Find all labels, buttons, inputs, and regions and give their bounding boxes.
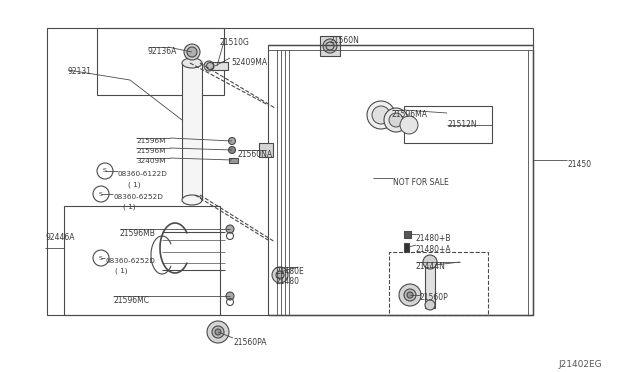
Text: 21596M: 21596M bbox=[136, 148, 165, 154]
Circle shape bbox=[226, 225, 234, 233]
Text: S: S bbox=[99, 192, 103, 196]
Text: 21510G: 21510G bbox=[220, 38, 250, 47]
Circle shape bbox=[97, 163, 113, 179]
Circle shape bbox=[404, 289, 416, 301]
Text: 92131: 92131 bbox=[68, 67, 92, 76]
Text: ( 1): ( 1) bbox=[123, 204, 136, 211]
Circle shape bbox=[228, 138, 236, 144]
Circle shape bbox=[272, 267, 288, 283]
Circle shape bbox=[407, 292, 413, 298]
Bar bbox=[47, 28, 533, 315]
Text: 21480E: 21480E bbox=[275, 267, 304, 276]
Text: 21560N: 21560N bbox=[330, 36, 360, 45]
Circle shape bbox=[372, 106, 390, 124]
Text: 92446A: 92446A bbox=[45, 233, 74, 242]
Bar bbox=[425, 258, 435, 308]
Text: 21560PA: 21560PA bbox=[233, 338, 266, 347]
Circle shape bbox=[187, 47, 197, 57]
Bar bbox=[268, 45, 533, 315]
Text: ( 1): ( 1) bbox=[115, 268, 127, 275]
Bar bbox=[97, 28, 224, 95]
Circle shape bbox=[184, 44, 200, 60]
Circle shape bbox=[207, 62, 214, 70]
Text: 21480: 21480 bbox=[275, 277, 299, 286]
Circle shape bbox=[423, 255, 437, 269]
Ellipse shape bbox=[182, 58, 202, 68]
Text: 21480+A: 21480+A bbox=[416, 245, 452, 254]
Bar bbox=[389, 252, 488, 315]
Text: 32409M: 32409M bbox=[136, 158, 165, 164]
Text: 21512N: 21512N bbox=[447, 120, 477, 129]
Bar bbox=[320, 36, 340, 56]
Bar bbox=[229, 158, 238, 163]
Text: 08360-6122D: 08360-6122D bbox=[118, 171, 168, 177]
Bar bbox=[404, 231, 411, 238]
Text: 21596M: 21596M bbox=[136, 138, 165, 144]
Circle shape bbox=[93, 186, 109, 202]
Text: 21596MC: 21596MC bbox=[113, 296, 149, 305]
Circle shape bbox=[399, 284, 421, 306]
Text: 21450: 21450 bbox=[567, 160, 591, 169]
Circle shape bbox=[384, 108, 408, 132]
Text: 21480+B: 21480+B bbox=[416, 234, 451, 243]
Text: 21596MB: 21596MB bbox=[120, 229, 156, 238]
Circle shape bbox=[228, 147, 236, 154]
Text: 92136A: 92136A bbox=[148, 47, 177, 56]
Bar bbox=[209, 62, 228, 70]
Circle shape bbox=[226, 292, 234, 300]
Text: S: S bbox=[99, 256, 103, 260]
Text: NOT FOR SALE: NOT FOR SALE bbox=[393, 178, 449, 187]
Text: ( 1): ( 1) bbox=[128, 181, 141, 187]
Circle shape bbox=[215, 329, 221, 335]
Text: 21560P: 21560P bbox=[420, 293, 449, 302]
Polygon shape bbox=[259, 143, 273, 157]
Text: 21596MA: 21596MA bbox=[392, 110, 428, 119]
Circle shape bbox=[400, 116, 418, 134]
Text: 21444N: 21444N bbox=[416, 262, 446, 271]
Text: 08360-6252D: 08360-6252D bbox=[105, 258, 155, 264]
Text: 52409MA: 52409MA bbox=[231, 58, 267, 67]
Text: 08360-6252D: 08360-6252D bbox=[113, 194, 163, 200]
Bar bbox=[64, 206, 220, 315]
Bar bbox=[404, 243, 409, 252]
Bar bbox=[182, 63, 202, 200]
Bar bbox=[404, 106, 492, 143]
Circle shape bbox=[207, 321, 229, 343]
Circle shape bbox=[323, 39, 337, 53]
Circle shape bbox=[204, 61, 214, 71]
Text: S: S bbox=[103, 169, 107, 173]
Circle shape bbox=[367, 101, 395, 129]
Circle shape bbox=[389, 113, 403, 127]
Circle shape bbox=[425, 300, 435, 310]
Ellipse shape bbox=[182, 195, 202, 205]
Circle shape bbox=[276, 271, 284, 279]
Text: 21560NA: 21560NA bbox=[238, 150, 273, 159]
Circle shape bbox=[212, 326, 224, 338]
Circle shape bbox=[93, 250, 109, 266]
Text: J21402EG: J21402EG bbox=[558, 360, 602, 369]
